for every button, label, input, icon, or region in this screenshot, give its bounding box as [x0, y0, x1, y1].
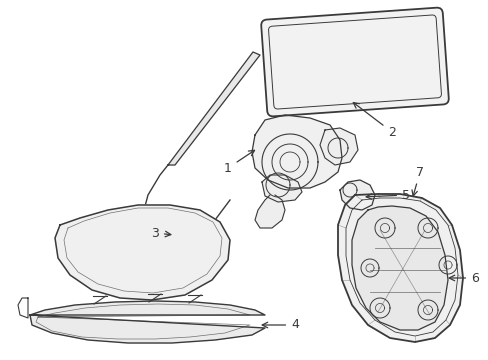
Polygon shape [337, 194, 462, 342]
Text: 6: 6 [448, 271, 478, 284]
Polygon shape [319, 128, 357, 165]
Polygon shape [351, 206, 447, 330]
Text: 4: 4 [262, 319, 298, 332]
Text: 5: 5 [366, 189, 409, 202]
FancyBboxPatch shape [261, 8, 448, 116]
Polygon shape [30, 301, 264, 343]
Polygon shape [339, 180, 374, 210]
Text: 1: 1 [224, 150, 254, 175]
Text: 3: 3 [151, 226, 170, 239]
Polygon shape [254, 195, 285, 228]
Polygon shape [55, 205, 229, 300]
Polygon shape [251, 115, 341, 188]
Text: 7: 7 [411, 166, 423, 196]
Text: 2: 2 [353, 103, 395, 139]
Polygon shape [262, 175, 302, 202]
Polygon shape [168, 52, 260, 165]
